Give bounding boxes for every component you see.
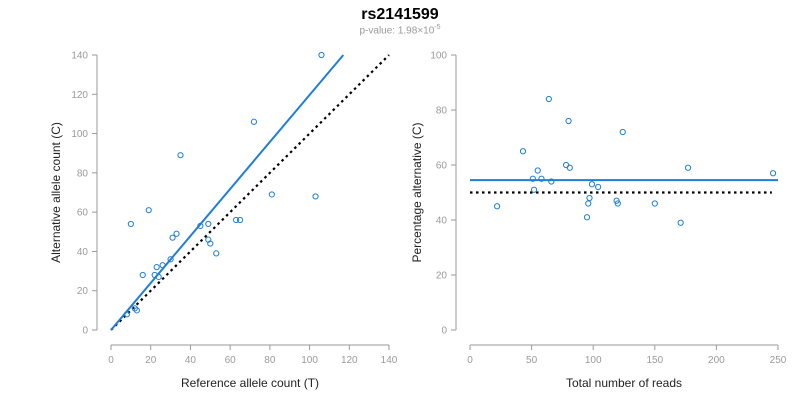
chart-left-point <box>207 240 214 247</box>
chart-left-x-tick-label: 20 <box>145 355 157 366</box>
chart-left-point <box>205 220 212 228</box>
chart-right-point <box>586 194 593 202</box>
chart-left-y-tick-label: 100 <box>71 129 88 140</box>
chart-right-point <box>585 200 592 207</box>
chart-right-point <box>494 203 501 210</box>
chart-right-point <box>545 95 552 103</box>
chart-left-y-tick-label: 140 <box>71 51 88 62</box>
chart-right-point <box>588 181 596 188</box>
chart-right-y-tick-label: 100 <box>430 51 447 62</box>
pvalue-mantissa: 1.98 <box>397 25 418 37</box>
chart-right-point <box>562 161 570 169</box>
chart-left-point <box>173 230 180 237</box>
chart-left-point <box>177 152 184 159</box>
chart-right-x-label: Total number of reads <box>566 376 682 390</box>
chart-left-x-label: Reference allele count (T) <box>181 376 319 390</box>
pvalue-exponent: -5 <box>434 24 441 31</box>
chart-left-fit-line <box>110 54 345 331</box>
chart-left-x-tick-label: 80 <box>264 355 276 366</box>
chart-right-x-tick-label: 250 <box>770 355 787 366</box>
chart-left-x-tick-label: 140 <box>381 355 398 366</box>
chart-left-x-tick-label: 40 <box>185 355 197 366</box>
chart-right-point <box>534 167 541 174</box>
chart-left-point <box>139 271 146 279</box>
chart-left-point <box>318 51 325 59</box>
chart-left-reference-line <box>110 54 390 331</box>
chart-left-point <box>312 193 319 200</box>
chart-left-point <box>250 118 258 125</box>
chart-right-x-tick-label: 0 <box>467 355 473 366</box>
chart-left-y-tick-label: 80 <box>77 168 89 179</box>
chart-right-point <box>595 183 602 191</box>
chart-left-y-label: Alternative allele count (C) <box>49 122 63 263</box>
chart-right-point <box>529 175 536 182</box>
pvalue-label: p-value: <box>359 25 396 37</box>
chart-left-point <box>213 250 220 257</box>
chart-right-y-tick-label: 0 <box>441 326 447 337</box>
chart-right-point <box>684 164 692 171</box>
chart-right-y-label: Percentage alternative (C) <box>410 122 424 262</box>
chart-right-point <box>583 214 591 221</box>
chart-left-point <box>233 216 240 224</box>
chart-right-point <box>548 178 555 185</box>
chart-right-y-tick-label: 80 <box>436 106 448 117</box>
chart-left-point <box>236 216 244 224</box>
chart-right-y-tick-label: 20 <box>436 271 448 282</box>
chart-right-x-tick-label: 200 <box>708 355 725 366</box>
chart-left-y-tick-label: 60 <box>77 208 89 219</box>
chart-left-point <box>131 305 138 312</box>
chart-right-x-tick-label: 50 <box>526 355 538 366</box>
figure-title-wrap: rs2141599 <box>0 6 800 24</box>
chart-right-point <box>677 219 684 226</box>
figure-title: rs2141599 <box>361 6 439 23</box>
chart-right-point <box>651 200 658 207</box>
chart-left-point <box>155 273 162 281</box>
chart-right-point <box>614 200 621 207</box>
chart-right-point <box>566 164 573 171</box>
chart-right-point <box>538 175 545 182</box>
chart-right-x-tick-label: 150 <box>646 355 663 366</box>
chart-right-x-tick-label: 100 <box>585 355 602 366</box>
chart-left-point <box>123 311 130 318</box>
chart-left-point <box>145 207 152 214</box>
chart-left-y-tick-label: 20 <box>77 286 89 297</box>
chart-right-point <box>769 170 777 177</box>
chart-left-y-tick-label: 40 <box>77 247 89 258</box>
chart-left-point <box>159 262 166 269</box>
chart-right-point <box>519 148 527 155</box>
chart-right-point <box>619 128 626 136</box>
chart-right-point <box>565 117 572 125</box>
chart-right-point <box>530 186 538 193</box>
chart-right-y-tick-label: 40 <box>436 216 448 227</box>
pvalue-times: ×10 <box>417 25 435 37</box>
chart-left-point <box>127 220 134 228</box>
chart-left-point <box>133 307 140 314</box>
chart-left-y-tick-label: 0 <box>82 326 88 337</box>
chart-right-y-tick-label: 60 <box>436 161 448 172</box>
chart-left-point <box>169 234 176 241</box>
chart-left-x-tick-label: 0 <box>108 355 114 366</box>
chart-left-point <box>197 222 204 229</box>
chart-left-x-tick-label: 120 <box>341 355 358 366</box>
chart-left-x-tick-label: 100 <box>301 355 318 366</box>
chart-left-point <box>167 256 174 263</box>
chart-left-y-tick-label: 120 <box>71 90 88 101</box>
pvalue-subtitle: p-value: 1.98×10-5 <box>0 24 800 36</box>
chart-left-point <box>268 191 275 198</box>
chart-left-point <box>153 264 160 271</box>
chart-left-x-tick-label: 60 <box>225 355 237 366</box>
